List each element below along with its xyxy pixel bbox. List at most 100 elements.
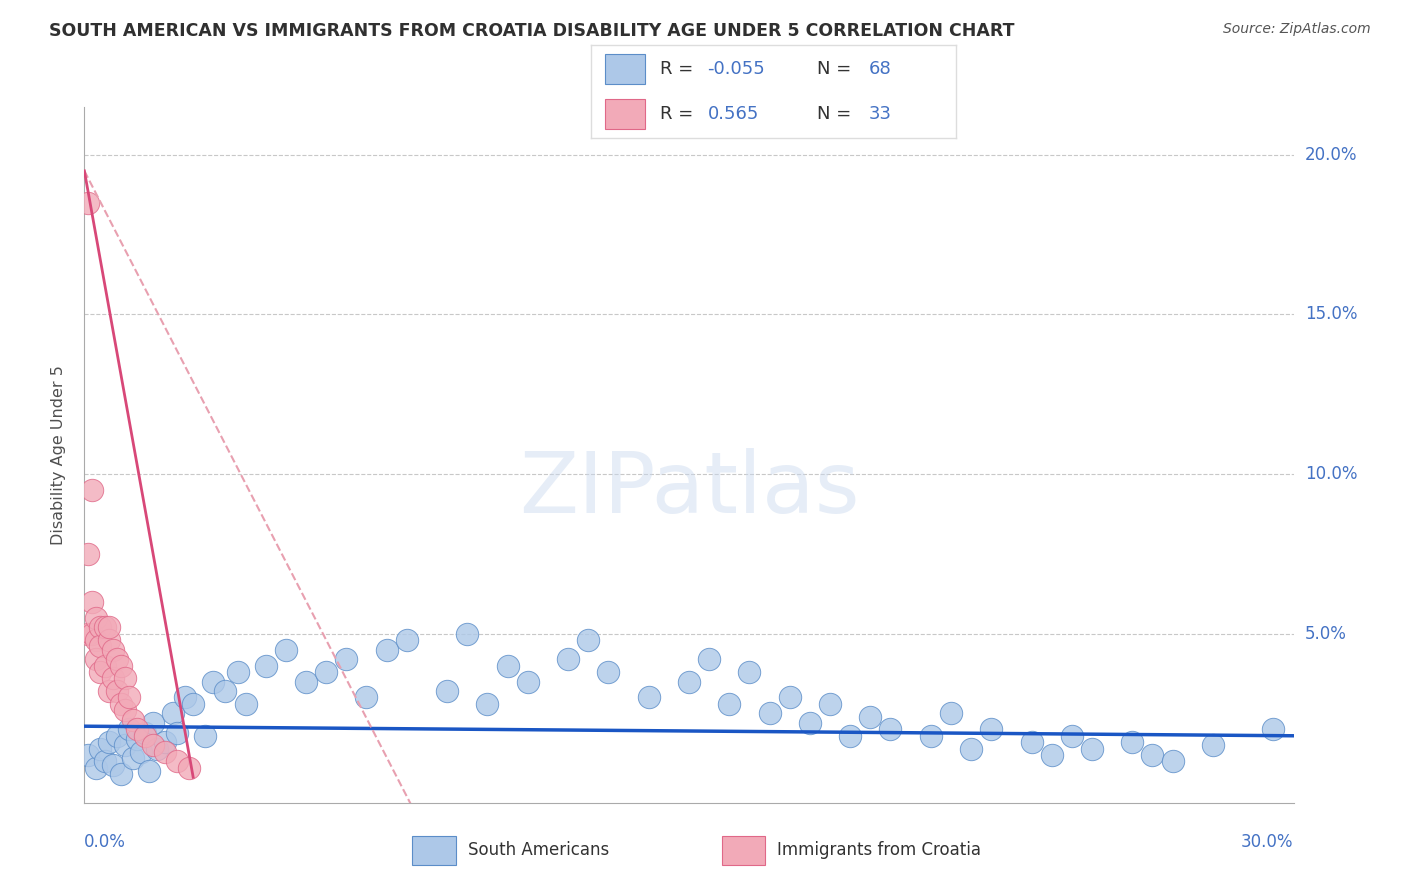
- Point: [496, 658, 519, 673]
- Point: [89, 640, 111, 654]
- Point: [89, 665, 111, 679]
- Point: [960, 741, 983, 756]
- Text: N =: N =: [817, 60, 858, 78]
- FancyBboxPatch shape: [412, 836, 456, 865]
- Text: 5.0%: 5.0%: [1305, 624, 1347, 642]
- Point: [97, 633, 120, 648]
- Point: [1202, 739, 1225, 753]
- Point: [356, 690, 378, 705]
- FancyBboxPatch shape: [605, 99, 645, 129]
- Point: [395, 633, 418, 648]
- Point: [101, 642, 124, 657]
- Point: [920, 729, 942, 743]
- Point: [121, 713, 143, 727]
- Point: [181, 697, 204, 711]
- Point: [166, 754, 188, 768]
- Point: [105, 684, 128, 698]
- Point: [194, 729, 217, 743]
- Point: [637, 690, 659, 705]
- Point: [93, 620, 115, 634]
- Point: [110, 767, 132, 781]
- Text: 10.0%: 10.0%: [1305, 465, 1357, 483]
- Point: [456, 626, 478, 640]
- Text: Source: ZipAtlas.com: Source: ZipAtlas.com: [1223, 22, 1371, 37]
- Point: [105, 729, 128, 743]
- Point: [114, 703, 136, 717]
- Point: [101, 671, 124, 685]
- Point: [202, 674, 225, 689]
- Point: [77, 626, 100, 640]
- Point: [576, 633, 599, 648]
- Point: [125, 723, 148, 737]
- Point: [118, 723, 141, 737]
- Point: [557, 652, 579, 666]
- Point: [1060, 729, 1083, 743]
- Point: [980, 723, 1002, 737]
- Point: [86, 652, 108, 666]
- Point: [1021, 735, 1043, 749]
- Text: SOUTH AMERICAN VS IMMIGRANTS FROM CROATIA DISABILITY AGE UNDER 5 CORRELATION CHA: SOUTH AMERICAN VS IMMIGRANTS FROM CROATI…: [49, 22, 1015, 40]
- Point: [598, 665, 620, 679]
- Point: [142, 716, 165, 731]
- Point: [254, 658, 277, 673]
- Point: [114, 671, 136, 685]
- Point: [818, 697, 841, 711]
- Point: [77, 195, 100, 210]
- FancyBboxPatch shape: [721, 836, 765, 865]
- Text: 30.0%: 30.0%: [1241, 833, 1294, 851]
- FancyBboxPatch shape: [605, 54, 645, 84]
- Point: [799, 716, 821, 731]
- Point: [738, 665, 761, 679]
- Text: ZIPatlas: ZIPatlas: [519, 448, 859, 532]
- Point: [77, 747, 100, 762]
- Point: [779, 690, 801, 705]
- Point: [1040, 747, 1063, 762]
- Point: [153, 745, 176, 759]
- Point: [235, 697, 257, 711]
- Point: [214, 684, 236, 698]
- Text: -0.055: -0.055: [707, 60, 765, 78]
- Point: [1121, 735, 1143, 749]
- Point: [86, 761, 108, 775]
- Point: [134, 725, 156, 739]
- Point: [105, 652, 128, 666]
- Point: [939, 706, 962, 721]
- Point: [179, 761, 201, 775]
- Point: [1081, 741, 1104, 756]
- Point: [125, 731, 148, 746]
- Text: 33: 33: [869, 105, 891, 123]
- Point: [697, 652, 720, 666]
- Text: R =: R =: [659, 60, 699, 78]
- Text: 68: 68: [869, 60, 891, 78]
- Text: N =: N =: [817, 105, 858, 123]
- Point: [1263, 723, 1285, 737]
- Point: [375, 642, 398, 657]
- Point: [97, 735, 120, 749]
- Point: [162, 706, 184, 721]
- Point: [93, 754, 115, 768]
- Text: South Americans: South Americans: [468, 840, 609, 859]
- Point: [174, 690, 197, 705]
- Point: [110, 697, 132, 711]
- Point: [758, 706, 780, 721]
- Text: 0.0%: 0.0%: [84, 833, 127, 851]
- Text: R =: R =: [659, 105, 699, 123]
- Text: 15.0%: 15.0%: [1305, 305, 1357, 324]
- Point: [295, 674, 318, 689]
- Point: [89, 741, 111, 756]
- Point: [114, 739, 136, 753]
- Point: [859, 709, 882, 723]
- Point: [77, 547, 100, 561]
- Point: [89, 620, 111, 634]
- Text: Immigrants from Croatia: Immigrants from Croatia: [778, 840, 981, 859]
- Point: [678, 674, 700, 689]
- Point: [86, 610, 108, 624]
- Point: [477, 697, 499, 711]
- Point: [1161, 754, 1184, 768]
- Point: [97, 620, 120, 634]
- Point: [138, 764, 160, 778]
- Text: 0.565: 0.565: [707, 105, 759, 123]
- Point: [436, 684, 458, 698]
- Point: [516, 674, 538, 689]
- Point: [274, 642, 297, 657]
